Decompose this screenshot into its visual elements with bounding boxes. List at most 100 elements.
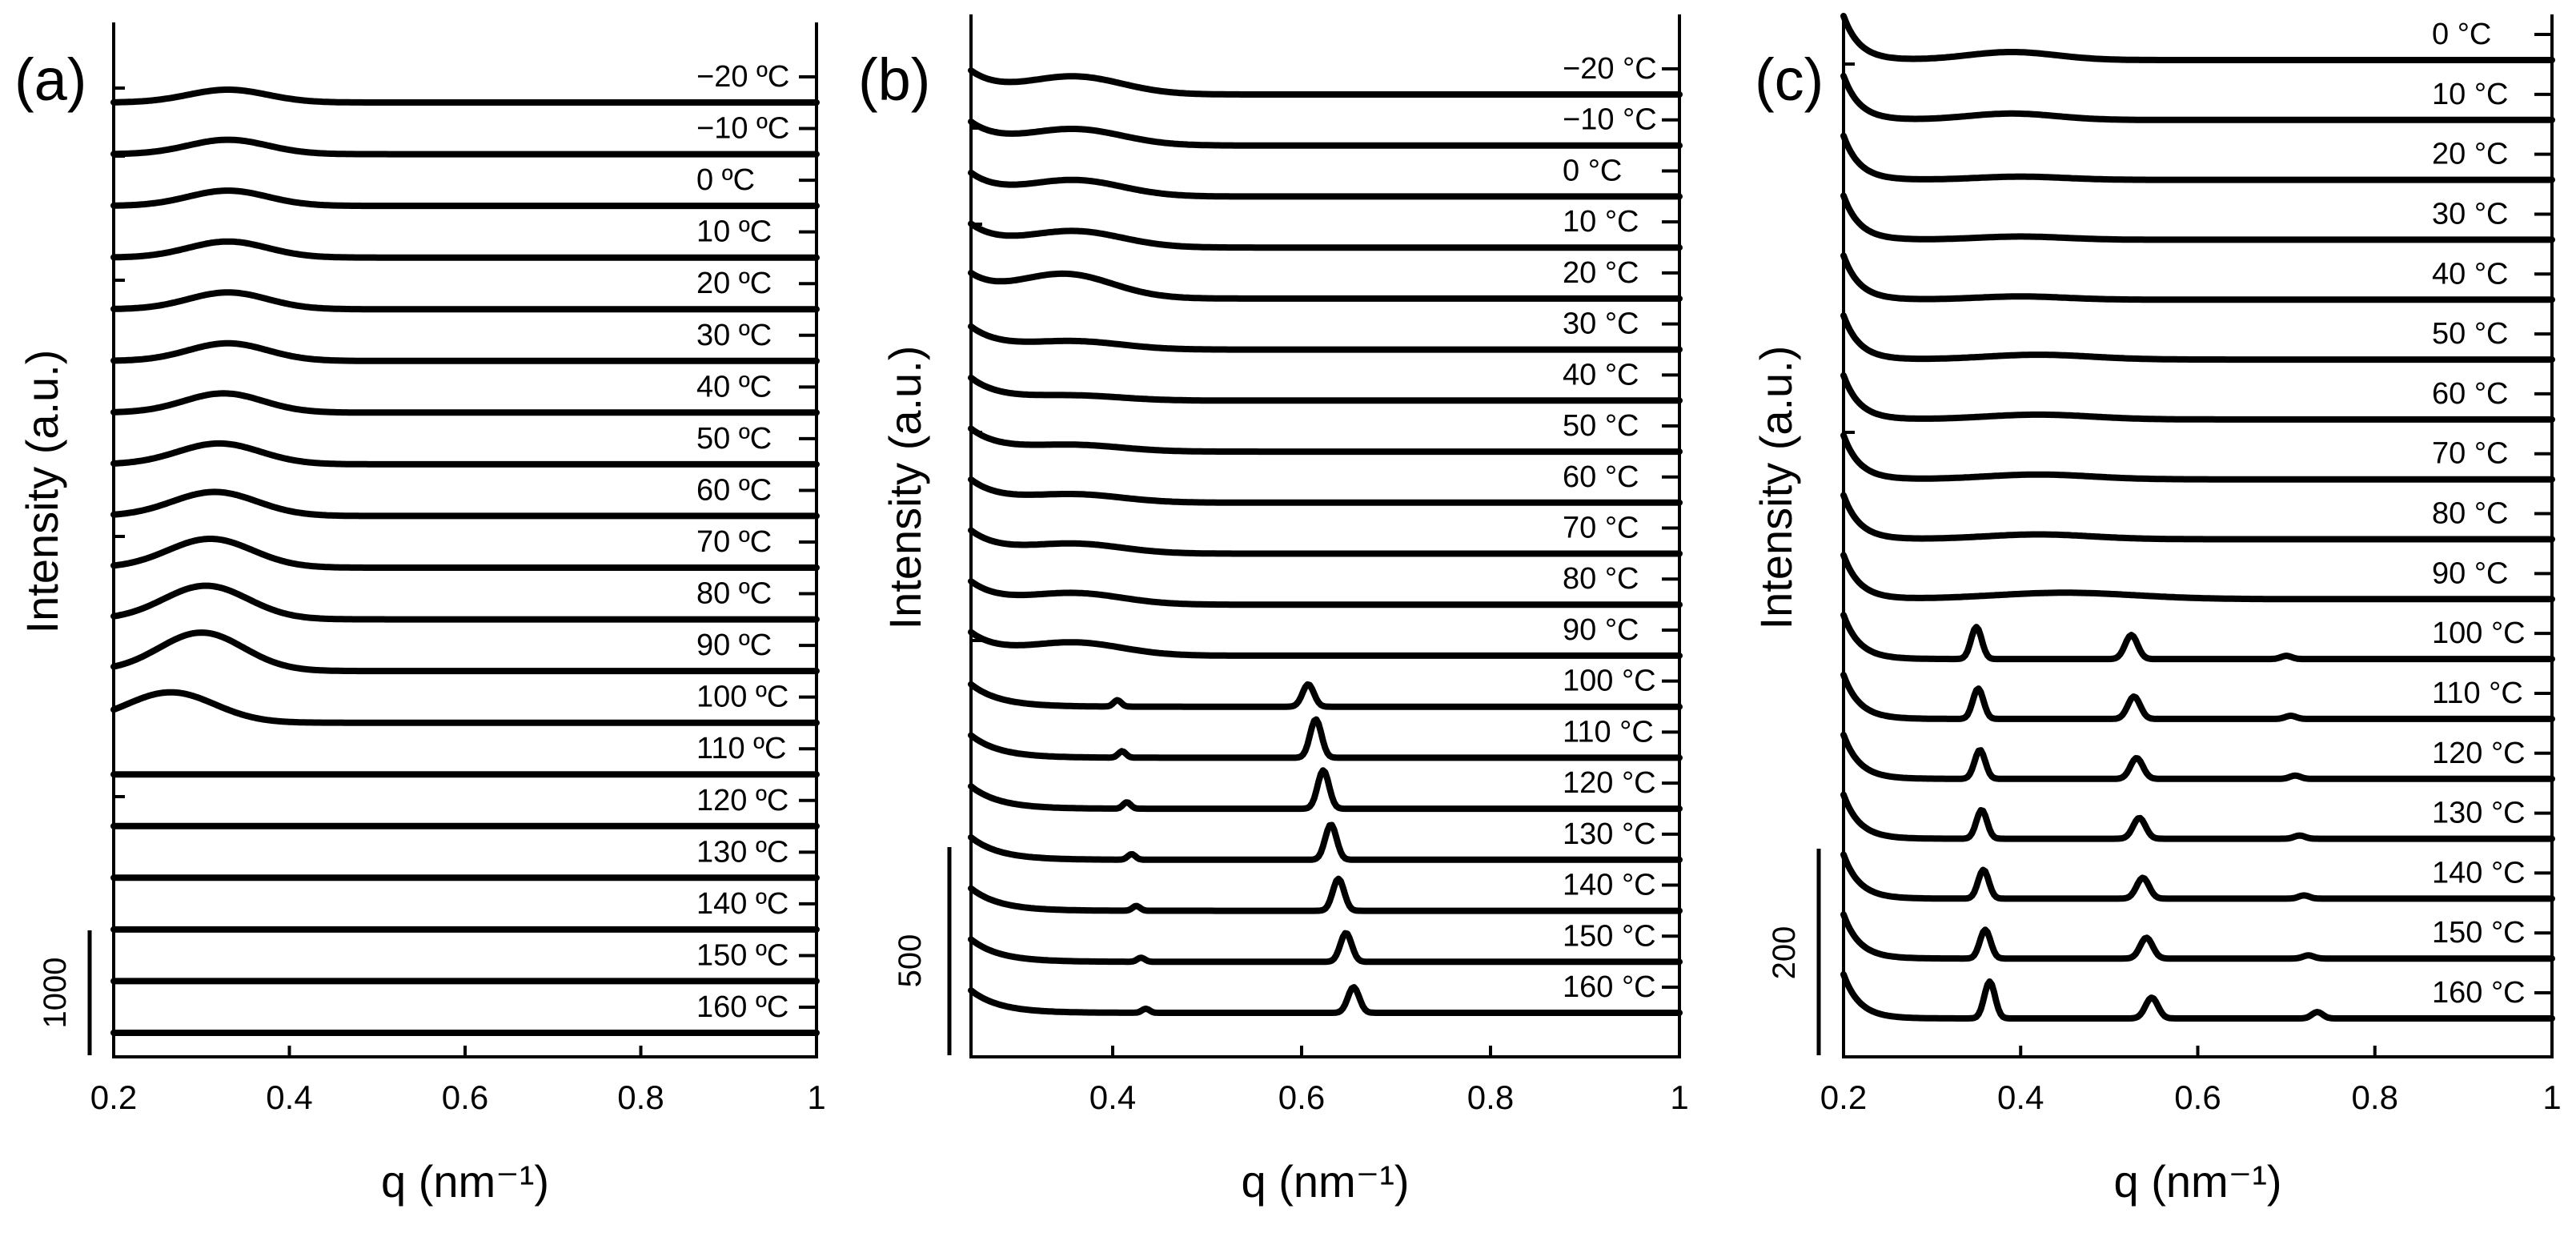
series-curve	[968, 118, 1683, 149]
series-curve	[968, 169, 1683, 200]
x-axis-title: q (nm⁻¹)	[381, 1156, 549, 1207]
series-label: −10 °C	[1563, 103, 1657, 137]
series-curve	[1840, 252, 2555, 303]
series-label: 60 ºC	[696, 473, 772, 507]
series-curve	[968, 716, 1683, 761]
series-label: 0 °C	[1563, 154, 1622, 187]
x-axis-title: q (nm⁻¹)	[2114, 1156, 2282, 1207]
y-axis-title: Intensity (a.u.)	[880, 346, 930, 630]
series-curve	[110, 289, 820, 313]
series-curve	[110, 187, 820, 210]
series-label: 130 ºC	[696, 835, 788, 869]
series-label: 80 ºC	[696, 577, 772, 611]
series-curve	[1840, 612, 2555, 663]
series-label: 140 ºC	[696, 887, 788, 921]
scale-bar-label: 200	[1767, 926, 1802, 980]
series-label: 100 °C	[2432, 616, 2526, 650]
series-label: 0 ºC	[696, 163, 755, 197]
x-tick-label: 0.8	[1467, 1078, 1514, 1116]
axes-frame	[969, 14, 1681, 1058]
series-label: 40 °C	[1563, 358, 1639, 392]
series-curve	[968, 269, 1683, 302]
series-label: 70 ºC	[696, 525, 772, 559]
x-tick-label: 0.6	[1278, 1078, 1325, 1116]
series-curve	[968, 374, 1683, 404]
x-tick-label: 0.8	[617, 1078, 664, 1116]
series-label: 140 °C	[2432, 856, 2526, 890]
panel-b: 0.4 0.6 0.8 1 q (nm⁻¹) Intensity (a.u.) (b) 500…	[858, 14, 1689, 1207]
series-curve	[1840, 851, 2555, 902]
series-curve	[968, 476, 1683, 506]
series-curve	[968, 681, 1683, 710]
series-label: 10 ºC	[696, 215, 772, 249]
series-curve	[968, 67, 1683, 98]
series-curve	[1840, 13, 2555, 63]
series-label: 160 °C	[1563, 970, 1656, 1004]
series-curve	[1840, 312, 2555, 363]
series-label: 120 ºC	[696, 784, 788, 817]
series-label: 110 °C	[2432, 677, 2523, 710]
series-curve	[968, 984, 1683, 1016]
series-curve	[110, 339, 820, 364]
series-curve	[110, 582, 820, 623]
panel-label: (b)	[858, 46, 930, 113]
series-curve	[1840, 432, 2555, 483]
series-label: 110 ºC	[696, 732, 786, 765]
series-label: 160 ºC	[696, 990, 788, 1024]
x-tick-label: 0.4	[266, 1078, 312, 1116]
series-curve	[968, 629, 1683, 659]
series-curve	[1840, 72, 2555, 123]
series-curve	[1840, 552, 2555, 603]
y-axis-title: Intensity (a.u.)	[1751, 346, 1801, 630]
x-tick-label: 1	[807, 1078, 825, 1116]
series-label: 60 °C	[1563, 460, 1639, 494]
series-label: 10 °C	[2432, 78, 2508, 111]
series-label: 120 °C	[1563, 766, 1656, 800]
panel-a: 0.2 0.4 0.6 0.8 1 q (nm⁻¹) Intensity (a.u.) (a)…	[14, 22, 826, 1207]
series-label: 70 °C	[2432, 437, 2508, 471]
scale-bar-label: 1000	[38, 958, 73, 1029]
series-label: 80 °C	[1563, 562, 1639, 596]
series-label: 30 ºC	[696, 319, 772, 352]
series-curve	[968, 220, 1683, 251]
series-curve	[110, 689, 820, 726]
series-label: 90 °C	[1563, 613, 1639, 647]
series-curve	[110, 536, 820, 571]
series-curve	[968, 578, 1683, 608]
series-label: 150 ºC	[696, 938, 788, 972]
x-tick-label: 0.6	[2174, 1078, 2221, 1116]
series-label: 20 °C	[1563, 256, 1639, 290]
series-curve	[110, 238, 820, 261]
series-curve	[968, 875, 1683, 914]
series-label: 140 °C	[1563, 869, 1656, 902]
x-tick-label: 0.4	[1089, 1078, 1136, 1116]
series-label: −20 ºC	[696, 60, 789, 94]
series-label: 20 ºC	[696, 267, 772, 300]
series-label: 130 °C	[2432, 797, 2526, 830]
series-curve	[110, 136, 820, 158]
x-tick-label: 0.2	[1820, 1078, 1867, 1116]
series-label: 150 °C	[2432, 916, 2526, 950]
x-tick-label: 1	[2542, 1078, 2561, 1116]
series-curve	[1840, 492, 2555, 543]
series-curve	[968, 323, 1683, 353]
series-curve	[110, 86, 820, 106]
series-curve	[1840, 731, 2555, 782]
series-label: 10 °C	[1563, 205, 1639, 239]
series-curve	[968, 821, 1683, 863]
series-label: 60 °C	[2432, 377, 2508, 411]
series-curve	[110, 390, 820, 416]
series-label: 30 °C	[2432, 197, 2508, 231]
series-label: 130 °C	[1563, 817, 1656, 851]
series-label: 40 °C	[2432, 257, 2508, 291]
series-label: 20 °C	[2432, 138, 2508, 171]
series-curve	[110, 440, 820, 468]
series-label: 150 °C	[1563, 919, 1656, 953]
series-curve	[1840, 371, 2555, 423]
series-label: 100 °C	[1563, 665, 1656, 698]
x-tick-label: 0.4	[1997, 1078, 2044, 1116]
series-curve	[110, 629, 820, 675]
x-tick-label: 1	[1670, 1078, 1688, 1116]
panel-label: (a)	[14, 46, 86, 113]
